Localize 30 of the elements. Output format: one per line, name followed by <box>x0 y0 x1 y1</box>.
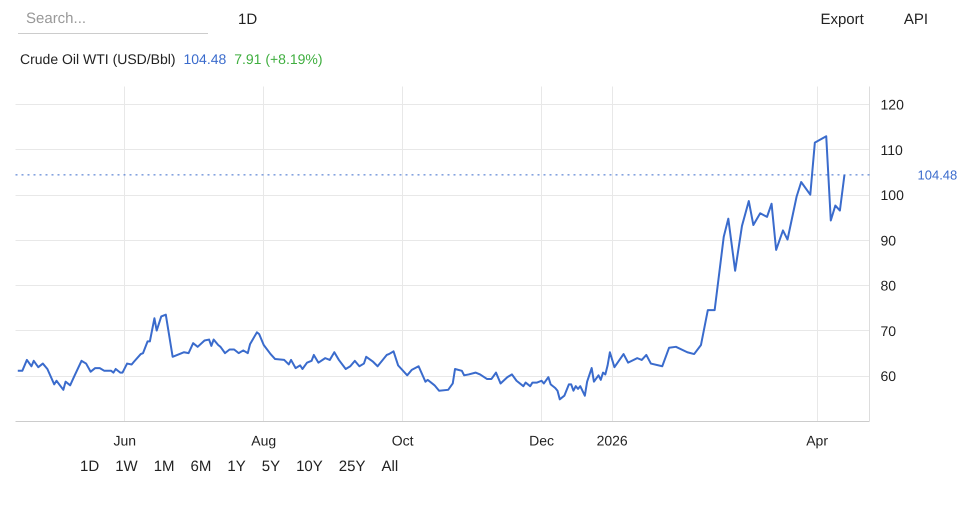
x-tick-label: Aug <box>251 432 276 448</box>
y-tick-label: 70 <box>880 322 896 339</box>
text: All <box>382 458 398 475</box>
chart-title: Crude Oil WTI (USD/Bbl) <box>20 51 176 67</box>
text: 1W <box>115 458 138 475</box>
y-tick-label: 90 <box>880 232 896 248</box>
text: 6M <box>190 458 212 475</box>
text: 1M <box>154 458 175 475</box>
text: Search... <box>18 4 208 34</box>
text: 1D <box>238 10 258 30</box>
x-tick-label: 2026 <box>596 432 628 448</box>
text: 10Y <box>296 458 323 475</box>
y-tick-label: 110 <box>880 142 904 158</box>
y-tick-label: 100 <box>880 187 904 204</box>
text: 25Y <box>338 458 366 475</box>
x-tick-label: Oct <box>392 432 414 448</box>
y-tick-label: 60 <box>880 368 896 384</box>
ref-line-label: 104.48 <box>918 167 958 182</box>
y-tick-label: 80 <box>880 278 896 294</box>
text: API <box>904 10 928 30</box>
x-tick-label: Dec <box>529 432 554 448</box>
x-tick-label: Jun <box>114 432 136 448</box>
x-tick-label: Apr <box>806 432 828 448</box>
text: 1D <box>80 458 100 475</box>
text: 7.91 (+8.19%) <box>234 51 323 67</box>
text: Export <box>820 10 864 30</box>
text: 104.48 <box>183 51 226 67</box>
y-tick-label: 120 <box>880 96 904 113</box>
text: 5Y <box>262 458 280 475</box>
text: 1Y <box>227 458 246 475</box>
